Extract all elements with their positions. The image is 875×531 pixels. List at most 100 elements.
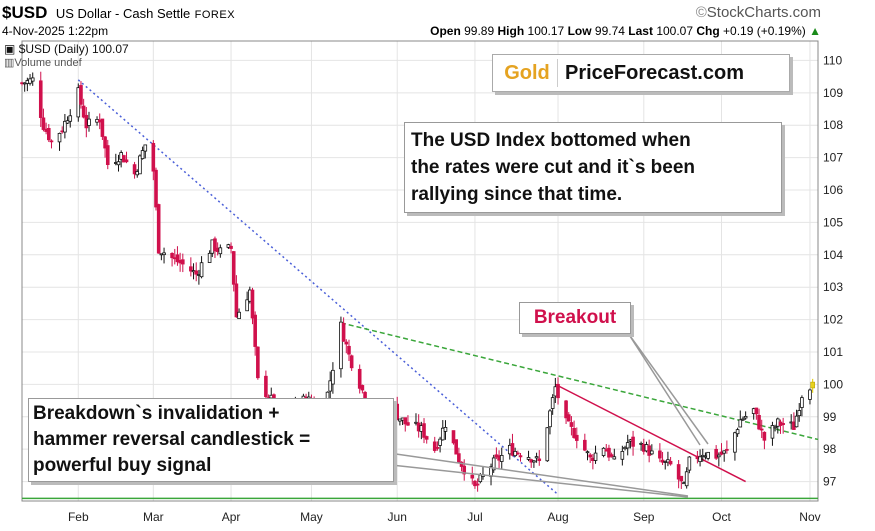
candle-body: [706, 451, 710, 459]
candle-body: [234, 283, 239, 318]
candle-body: [403, 417, 408, 425]
candle-body: [526, 457, 531, 460]
volume-label: Volume undef: [14, 57, 82, 69]
volume-icon: ▥: [4, 57, 15, 69]
candle-body: [625, 442, 630, 449]
candle-body: [532, 460, 536, 463]
logo-site: PriceForecast.com: [565, 62, 744, 84]
trendline-dashed-resistance: [340, 322, 819, 441]
candle-body: [743, 415, 748, 419]
candle-body: [797, 410, 802, 417]
candle-body: [438, 438, 442, 446]
chart-icon: ▣: [4, 42, 16, 56]
x-tick-label: Jun: [388, 510, 407, 524]
candle-body: [440, 427, 445, 441]
y-tick-label: 108: [823, 118, 843, 132]
candle-body: [462, 465, 467, 475]
candle-body: [639, 442, 643, 445]
volume-legend: ▥Volume undef: [4, 56, 82, 69]
low-label: Low: [567, 24, 592, 38]
candle-body: [81, 105, 86, 118]
annotation-pointer: [627, 332, 701, 446]
candle-body: [609, 454, 614, 457]
candle-body: [668, 460, 673, 465]
candle-body: [593, 452, 598, 461]
brand-watermark: ©StockCharts.com: [696, 4, 821, 21]
pointer-lines: [381, 332, 709, 498]
x-tick-label: Nov: [799, 510, 820, 524]
x-tick-label: Sep: [633, 510, 655, 524]
candle-body: [773, 426, 777, 429]
candle-body: [435, 447, 440, 449]
copyright-icon: ©: [695, 4, 707, 21]
candle-body: [154, 169, 158, 208]
candle-body: [679, 475, 684, 482]
chg-value: +0.19 (+0.19%): [723, 24, 806, 38]
candle-body: [808, 389, 812, 400]
logo-gold: Gold: [497, 59, 558, 87]
candle-body: [237, 311, 241, 320]
quote-bar: 4-Nov-2025 1:22pm Open 99.89 High 100.17…: [2, 24, 873, 40]
candle-body: [757, 414, 761, 430]
candle-body: [422, 423, 426, 438]
candle-body: [65, 120, 70, 124]
candle-body: [124, 159, 129, 163]
chg-label: Chg: [696, 24, 720, 38]
y-tick-label: 102: [823, 313, 843, 327]
candle-body: [564, 400, 568, 419]
ohlc-readout: Open 99.89 High 100.17 Low 99.74 Last 10…: [430, 24, 821, 38]
candle-body: [550, 397, 555, 409]
plot-frame: [21, 40, 819, 502]
y-tick-label: 104: [823, 248, 843, 262]
candle-body: [189, 266, 193, 272]
candle-body: [331, 369, 335, 385]
candle-body: [395, 403, 400, 421]
candle-body: [140, 150, 145, 160]
candle-body: [194, 270, 199, 275]
candle-body: [741, 418, 745, 421]
candle-body: [30, 77, 35, 82]
candle-body: [499, 455, 504, 462]
open-value: 99.89: [464, 24, 495, 38]
y-tick-label: 105: [823, 215, 843, 229]
candle-body: [650, 450, 654, 455]
candle-body: [360, 385, 365, 391]
chart-header: $USD US Dollar - Cash Settle FOREX ©Stoc…: [2, 3, 873, 23]
candle-body: [339, 321, 343, 370]
candle-body: [574, 434, 579, 441]
candle-body: [87, 118, 91, 126]
candle-body: [253, 314, 257, 347]
trendline-wedge-upper: [555, 383, 746, 483]
high-label: High: [497, 24, 525, 38]
candle-body: [762, 431, 767, 441]
candle-body: [181, 259, 185, 265]
candle-body: [631, 436, 635, 447]
candle-body: [714, 448, 718, 459]
symbol-description: US Dollar - Cash Settle: [55, 6, 191, 21]
candle-body: [105, 145, 110, 165]
candle-body: [510, 443, 515, 456]
annotation-pointer: [627, 332, 709, 445]
candle-body: [357, 368, 362, 389]
annotation-line: powerful buy signal: [33, 455, 212, 476]
candle-body: [473, 480, 477, 487]
candle-body: [264, 375, 268, 398]
candle-body: [256, 346, 260, 379]
last-value: 100.07: [656, 24, 694, 38]
candle-body: [213, 238, 217, 252]
candle-body: [207, 252, 212, 263]
y-tick-label: 109: [823, 86, 843, 100]
candle-body: [132, 164, 137, 175]
annotation-pointer: [381, 451, 689, 497]
y-tick-label: 99: [823, 410, 837, 424]
candle-body: [138, 155, 142, 175]
candle-body: [698, 456, 702, 463]
candle-body: [569, 422, 574, 427]
candle-body: [151, 142, 156, 172]
x-tick-label: Mar: [143, 510, 164, 524]
candle-body: [754, 407, 759, 415]
candle-body: [454, 439, 458, 455]
annotation-line: hammer reversal candlestick =: [33, 429, 311, 450]
candle-body: [684, 471, 689, 487]
candle-body: [585, 451, 590, 454]
